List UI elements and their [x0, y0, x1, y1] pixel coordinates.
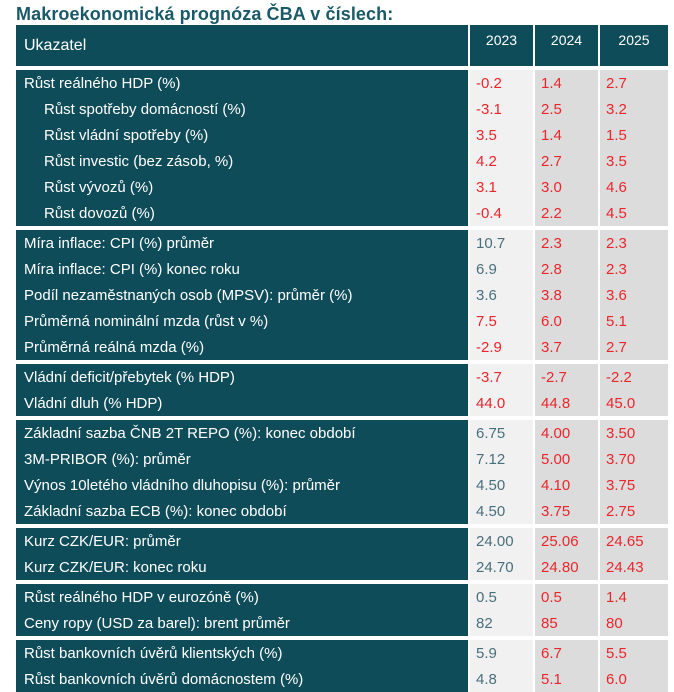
cell-value-2023: 7.5: [470, 308, 533, 334]
row-label: Podíl nezaměstnaných osob (MPSV): průměr…: [16, 282, 468, 308]
cell-value-2023: 3.6: [470, 282, 533, 308]
row-label: Růst dovozů (%): [16, 200, 468, 226]
row-label: Vládní dluh (% HDP): [16, 390, 468, 416]
row-label: Růst spotřeby domácností (%): [16, 96, 468, 122]
cell-value-2024: 3.75: [535, 498, 598, 524]
cell-value-2023: 82: [470, 610, 533, 636]
row-label: Základní sazba ECB (%): konec období: [16, 498, 468, 524]
cell-value-2025: 45.0: [600, 390, 668, 416]
cell-value-2023: 7.12: [470, 446, 533, 472]
row-label: Růst reálného HDP v eurozóně (%): [16, 584, 468, 610]
cell-value-2025: 3.70: [600, 446, 668, 472]
cell-value-2024: 3.8: [535, 282, 598, 308]
header-ukazatel: Ukazatel: [16, 25, 468, 66]
cell-value-2025: 24.43: [600, 554, 668, 580]
cell-value-2023: 0.5: [470, 584, 533, 610]
cell-value-2023: 24.70: [470, 554, 533, 580]
cell-value-2024: 3.0: [535, 174, 598, 200]
row-label: Výnos 10letého vládního dluhopisu (%): p…: [16, 472, 468, 498]
cell-value-2025: 2.7: [600, 334, 668, 360]
forecast-table: Ukazatel 2023 2024 2025 Růst reálného HD…: [16, 25, 668, 692]
cell-value-2025: 3.75: [600, 472, 668, 498]
cell-value-2025: 3.6: [600, 282, 668, 308]
row-label: Kurz CZK/EUR: konec roku: [16, 554, 468, 580]
row-label: Růst reálného HDP (%): [16, 70, 468, 96]
cell-value-2024: 44.8: [535, 390, 598, 416]
cell-value-2024: 5.1: [535, 666, 598, 692]
cell-value-2024: -2.7: [535, 364, 598, 390]
header-year-2025: 2025: [600, 25, 668, 66]
cell-value-2025: 5.1: [600, 308, 668, 334]
cell-value-2023: 24.00: [470, 528, 533, 554]
cell-value-2023: 4.50: [470, 498, 533, 524]
cell-value-2023: -0.2: [470, 70, 533, 96]
cell-value-2024: 3.7: [535, 334, 598, 360]
cell-value-2023: 3.5: [470, 122, 533, 148]
cell-value-2023: 6.9: [470, 256, 533, 282]
header-year-2024: 2024: [535, 25, 598, 66]
row-label: Vládní deficit/přebytek (% HDP): [16, 364, 468, 390]
cell-value-2025: 1.5: [600, 122, 668, 148]
cell-value-2025: 2.3: [600, 256, 668, 282]
cell-value-2024: 85: [535, 610, 598, 636]
row-label: Růst vývozů (%): [16, 174, 468, 200]
cell-value-2023: 4.50: [470, 472, 533, 498]
row-label: Základní sazba ČNB 2T REPO (%): konec ob…: [16, 420, 468, 446]
cell-value-2023: -3.7: [470, 364, 533, 390]
cell-value-2025: 1.4: [600, 584, 668, 610]
row-label: Růst vládní spotřeby (%): [16, 122, 468, 148]
cell-value-2025: 5.5: [600, 640, 668, 666]
cell-value-2024: 5.00: [535, 446, 598, 472]
cell-value-2023: -2.9: [470, 334, 533, 360]
row-label: Míra inflace: CPI (%) konec roku: [16, 256, 468, 282]
cell-value-2023: 44.0: [470, 390, 533, 416]
row-label: Růst bankovních úvěrů domácnostem (%): [16, 666, 468, 692]
cell-value-2023: -0.4: [470, 200, 533, 226]
cell-value-2023: 4.2: [470, 148, 533, 174]
cell-value-2025: 24.65: [600, 528, 668, 554]
cell-value-2025: 2.75: [600, 498, 668, 524]
cell-value-2023: 5.9: [470, 640, 533, 666]
cell-value-2023: 10.7: [470, 230, 533, 256]
row-label: Růst investic (bez zásob, %): [16, 148, 468, 174]
cell-value-2024: 6.0: [535, 308, 598, 334]
row-label: Kurz CZK/EUR: průměr: [16, 528, 468, 554]
row-label: Růst bankovních úvěrů klientských (%): [16, 640, 468, 666]
cell-value-2025: 3.50: [600, 420, 668, 446]
cell-value-2023: 3.1: [470, 174, 533, 200]
cell-value-2024: 24.80: [535, 554, 598, 580]
row-label: Míra inflace: CPI (%) průměr: [16, 230, 468, 256]
cell-value-2024: 25.06: [535, 528, 598, 554]
cell-value-2025: 3.5: [600, 148, 668, 174]
cell-value-2025: 80: [600, 610, 668, 636]
cell-value-2024: 1.4: [535, 122, 598, 148]
cell-value-2024: 6.7: [535, 640, 598, 666]
cell-value-2024: 2.7: [535, 148, 598, 174]
page-title: Makroekonomická prognóza ČBA v číslech:: [16, 4, 394, 24]
cell-value-2024: 2.2: [535, 200, 598, 226]
cell-value-2025: -2.2: [600, 364, 668, 390]
cell-value-2025: 2.7: [600, 70, 668, 96]
cell-value-2024: 2.3: [535, 230, 598, 256]
cell-value-2023: 4.8: [470, 666, 533, 692]
cell-value-2023: 6.75: [470, 420, 533, 446]
header-year-2023: 2023: [470, 25, 533, 66]
cell-value-2024: 2.8: [535, 256, 598, 282]
cell-value-2025: 2.3: [600, 230, 668, 256]
cell-value-2024: 4.00: [535, 420, 598, 446]
cell-value-2025: 3.2: [600, 96, 668, 122]
cell-value-2024: 4.10: [535, 472, 598, 498]
cell-value-2025: 4.6: [600, 174, 668, 200]
cell-value-2025: 4.5: [600, 200, 668, 226]
row-label: Průměrná nominální mzda (růst v %): [16, 308, 468, 334]
cell-value-2024: 1.4: [535, 70, 598, 96]
cell-value-2025: 6.0: [600, 666, 668, 692]
cell-value-2023: -3.1: [470, 96, 533, 122]
cell-value-2024: 2.5: [535, 96, 598, 122]
row-label: Průměrná reálná mzda (%): [16, 334, 468, 360]
cell-value-2024: 0.5: [535, 584, 598, 610]
row-label: Ceny ropy (USD za barel): brent průměr: [16, 610, 468, 636]
row-label: 3M-PRIBOR (%): průměr: [16, 446, 468, 472]
